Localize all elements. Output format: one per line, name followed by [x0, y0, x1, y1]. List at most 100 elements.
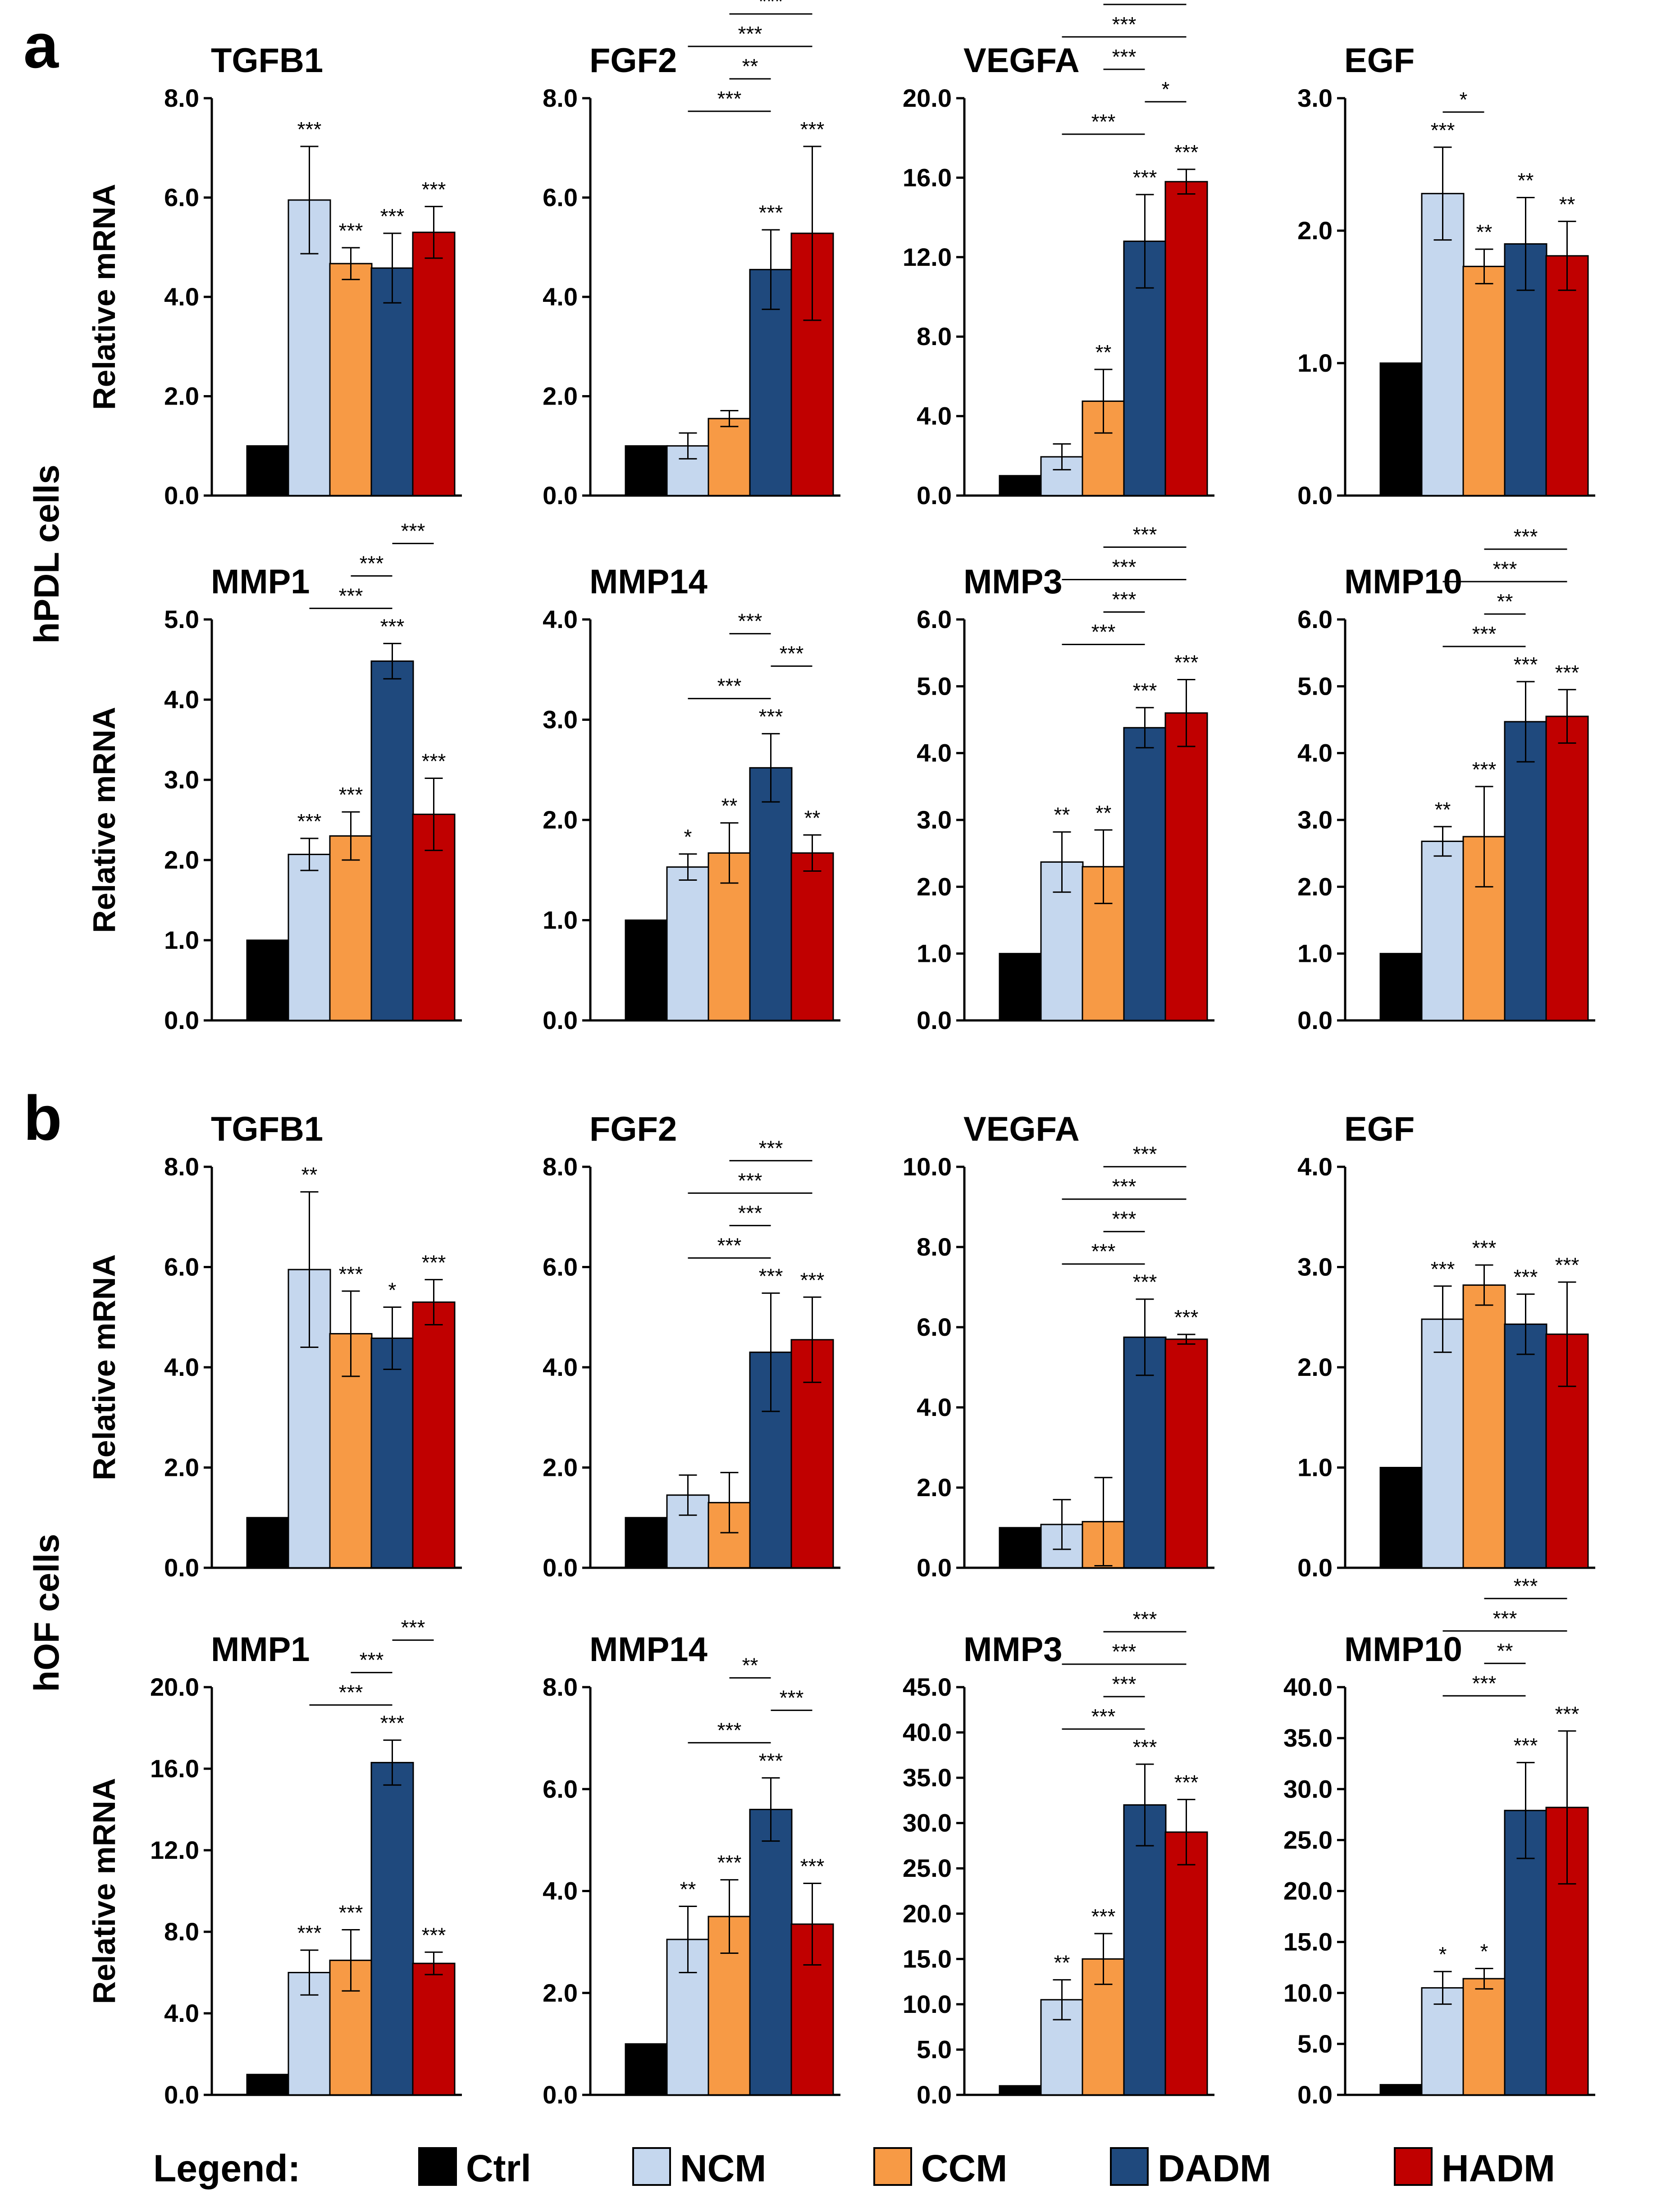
- comparison-label: ***: [1112, 1175, 1137, 1198]
- bar-ctrl: [625, 1517, 668, 1569]
- y-tick-label: 1.0: [1297, 1453, 1333, 1482]
- y-tick-label: 2.0: [543, 1453, 578, 1482]
- y-tick-label: 20.0: [903, 84, 952, 112]
- y-tick-label: 45.0: [903, 1673, 952, 1701]
- significance-label: ***: [380, 205, 405, 228]
- chart-title: MMP14: [589, 563, 707, 601]
- y-tick-label: 8.0: [543, 84, 578, 112]
- y-tick-label: 2.0: [543, 1979, 578, 2007]
- comparison-label: ***: [1493, 557, 1517, 581]
- y-tick-label: 2.0: [1297, 872, 1333, 901]
- bar-hadm: [1164, 181, 1208, 496]
- chart-a-mmp1: MMP1 Relative mRNA 0.0 1.0 2.0 3.0 4.0 5.0 *** **…: [87, 519, 462, 1034]
- bar-dadm: [1504, 1810, 1547, 2096]
- bar-ctrl: [246, 1517, 290, 1569]
- comparison-label: ***: [759, 0, 783, 13]
- significance-label: ***: [380, 1711, 405, 1735]
- bar-ctrl: [1379, 362, 1423, 496]
- comparison-label: ***: [1112, 555, 1137, 579]
- chart-title: VEGFA: [963, 41, 1080, 80]
- y-tick-label: 4.0: [1297, 1152, 1333, 1181]
- comparison-label: ***: [1112, 1672, 1137, 1696]
- bar-dadm: [370, 660, 414, 1021]
- y-tick-label: 3.0: [543, 705, 578, 734]
- significance-label: ***: [759, 1264, 783, 1288]
- bar-dadm: [370, 267, 414, 496]
- y-tick-label: 1.0: [1297, 349, 1333, 377]
- y-tick-label: 4.0: [164, 1999, 199, 2027]
- significance-label: ***: [297, 1921, 322, 1945]
- y-tick-label: 10.0: [903, 1990, 952, 2018]
- y-tick-label: 5.0: [1297, 2030, 1333, 2058]
- y-tick-label: 20.0: [903, 1899, 952, 1928]
- significance-label: *: [1439, 1943, 1447, 1966]
- comparison-label: ***: [1091, 1240, 1116, 1263]
- comparison-label: **: [1497, 1639, 1513, 1662]
- y-tick-label: 8.0: [543, 1673, 578, 1701]
- significance-label: ***: [339, 783, 363, 806]
- comparison-label: ***: [1493, 1607, 1517, 1630]
- panel-label-b: b: [23, 1083, 62, 1153]
- significance-label: **: [1559, 192, 1575, 216]
- comparison-label: ***: [717, 1718, 742, 1742]
- comparison-label: ***: [738, 22, 762, 46]
- bar-ctrl: [1379, 953, 1423, 1021]
- significance-label: ***: [759, 201, 783, 224]
- y-tick-label: 8.0: [164, 1152, 199, 1181]
- y-tick-label: 2.0: [1297, 1353, 1333, 1381]
- y-tick-label: 5.0: [917, 2035, 952, 2063]
- significance-label: ***: [1091, 1905, 1116, 1928]
- comparison-label: ***: [401, 1616, 425, 1639]
- legend-swatch-hadm: [1394, 2147, 1433, 2186]
- y-tick-label: 10.0: [903, 1152, 952, 1181]
- significance-label: ***: [1174, 141, 1199, 164]
- significance-label: ***: [1431, 118, 1455, 142]
- comparison-label: ***: [717, 1233, 742, 1257]
- significance-label: ***: [1555, 1253, 1579, 1277]
- significance-label: ***: [297, 810, 322, 833]
- significance-label: ***: [800, 118, 825, 141]
- comparison-label: ***: [1112, 588, 1137, 611]
- bar-dadm: [370, 1761, 414, 2096]
- significance-label: **: [1054, 803, 1070, 827]
- chart-title: VEGFA: [963, 1110, 1080, 1148]
- y-tick-label: 2.0: [1297, 216, 1333, 245]
- significance-label: ***: [297, 118, 322, 141]
- comparison-label: *: [1460, 88, 1468, 111]
- bar-hadm: [1164, 712, 1208, 1021]
- y-tick-label: 8.0: [164, 1917, 199, 1946]
- legend-label-ctrl: Ctrl: [466, 2147, 531, 2189]
- y-tick-label: 6.0: [543, 1775, 578, 1803]
- y-tick-label: 2.0: [164, 1453, 199, 1482]
- comparison-label: ***: [717, 87, 742, 110]
- legend-swatch-ccm: [873, 2147, 912, 2186]
- y-tick-label: 5.0: [917, 672, 952, 700]
- comparison-label: ***: [717, 674, 742, 698]
- chart-a-tgfb1: TGFB1 Relative mRNA 0.0 2.0 4.0 6.0 8.0 *** *** *…: [87, 41, 462, 510]
- bar-ncm: [666, 866, 710, 1021]
- significance-label: ***: [1133, 1270, 1157, 1294]
- y-tick-label: 0.0: [164, 1006, 199, 1034]
- bar-ctrl: [246, 2074, 290, 2096]
- y-tick-label: 4.0: [543, 1877, 578, 1905]
- chart-title: EGF: [1344, 41, 1415, 80]
- chart-b-mmp10: MMP10 0.0 5.0 10.0 15.0 20.0 25.0 30.0 35.0 40.0 *…: [1283, 1574, 1595, 2109]
- y-tick-label: 0.0: [164, 2080, 199, 2109]
- bar-ncm: [288, 854, 331, 1021]
- chart-title: MMP14: [589, 1630, 707, 1669]
- comparison-label: ***: [738, 1201, 762, 1224]
- chart-title: EGF: [1344, 1110, 1415, 1148]
- bar-ctrl: [246, 445, 290, 496]
- y-tick-label: 0.0: [543, 1553, 578, 1582]
- y-tick-label: 4.0: [917, 739, 952, 767]
- significance-label: ***: [380, 614, 405, 638]
- significance-label: **: [1095, 801, 1112, 824]
- chart-title: MMP1: [211, 1630, 310, 1669]
- y-tick-label: 1.0: [917, 939, 952, 968]
- y-tick-label: 0.0: [164, 1553, 199, 1582]
- y-tick-label: 5.0: [1297, 672, 1333, 700]
- significance-label: ***: [1133, 166, 1157, 189]
